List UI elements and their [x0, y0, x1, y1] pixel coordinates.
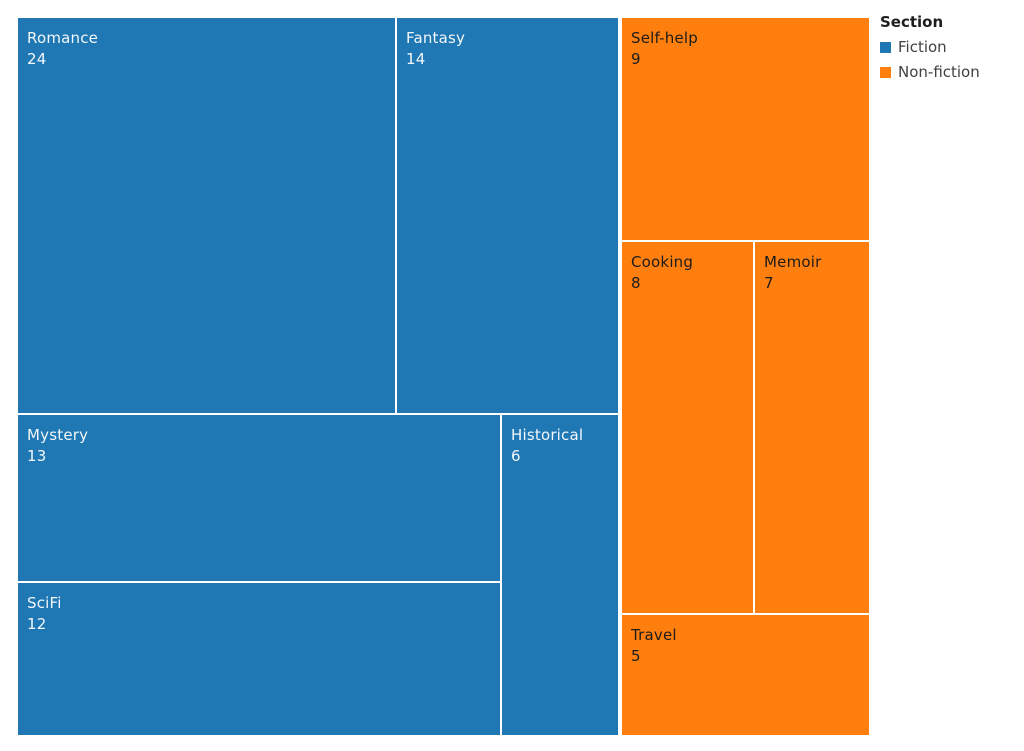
node-value: 6	[511, 447, 521, 465]
treemap-node-fantasy[interactable]: Fantasy 14	[397, 18, 618, 413]
node-value: 14	[406, 50, 426, 68]
treemap-node-scifi[interactable]: SciFi 12	[18, 583, 500, 735]
treemap-node-self-help[interactable]: Self-help 9	[622, 18, 869, 240]
legend-item-fiction[interactable]: Fiction	[880, 38, 980, 56]
treemap-node-cooking[interactable]: Cooking 8	[622, 242, 753, 613]
node-value: 8	[631, 274, 641, 292]
node-value: 5	[631, 647, 641, 665]
legend-label-fiction: Fiction	[898, 38, 947, 56]
node-label: Historical	[511, 426, 584, 444]
node-value: 9	[631, 50, 641, 68]
node-value: 7	[764, 274, 774, 292]
node-label: SciFi	[27, 594, 62, 612]
legend-label-non-fiction: Non-fiction	[898, 63, 980, 81]
treemap-node-historical[interactable]: Historical 6	[502, 415, 618, 735]
node-value: 12	[27, 615, 47, 633]
node-label: Self-help	[631, 29, 699, 47]
node-label: Mystery	[27, 426, 89, 444]
treemap-node-romance[interactable]: Romance 24	[18, 18, 395, 413]
treemap-plot-area: Romance 24 Fantasy 14 Mystery 13 SciFi 1…	[18, 18, 869, 735]
node-value: 24	[27, 50, 47, 68]
legend-title: Section	[880, 13, 944, 31]
fiction-swatch-icon	[880, 41, 891, 53]
legend: Section Fiction Non-fiction	[880, 12, 980, 88]
node-label: Fantasy	[406, 29, 466, 47]
treemap-node-travel[interactable]: Travel 5	[622, 615, 869, 735]
treemap-node-memoir[interactable]: Memoir 7	[755, 242, 869, 613]
non-fiction-swatch-icon	[880, 66, 891, 78]
node-label: Memoir	[764, 253, 822, 271]
node-label: Cooking	[631, 253, 694, 271]
node-value: 13	[27, 447, 47, 465]
node-label: Romance	[27, 29, 99, 47]
treemap-node-mystery[interactable]: Mystery 13	[18, 415, 500, 581]
legend-item-non-fiction[interactable]: Non-fiction	[880, 63, 980, 81]
node-label: Travel	[631, 626, 677, 644]
